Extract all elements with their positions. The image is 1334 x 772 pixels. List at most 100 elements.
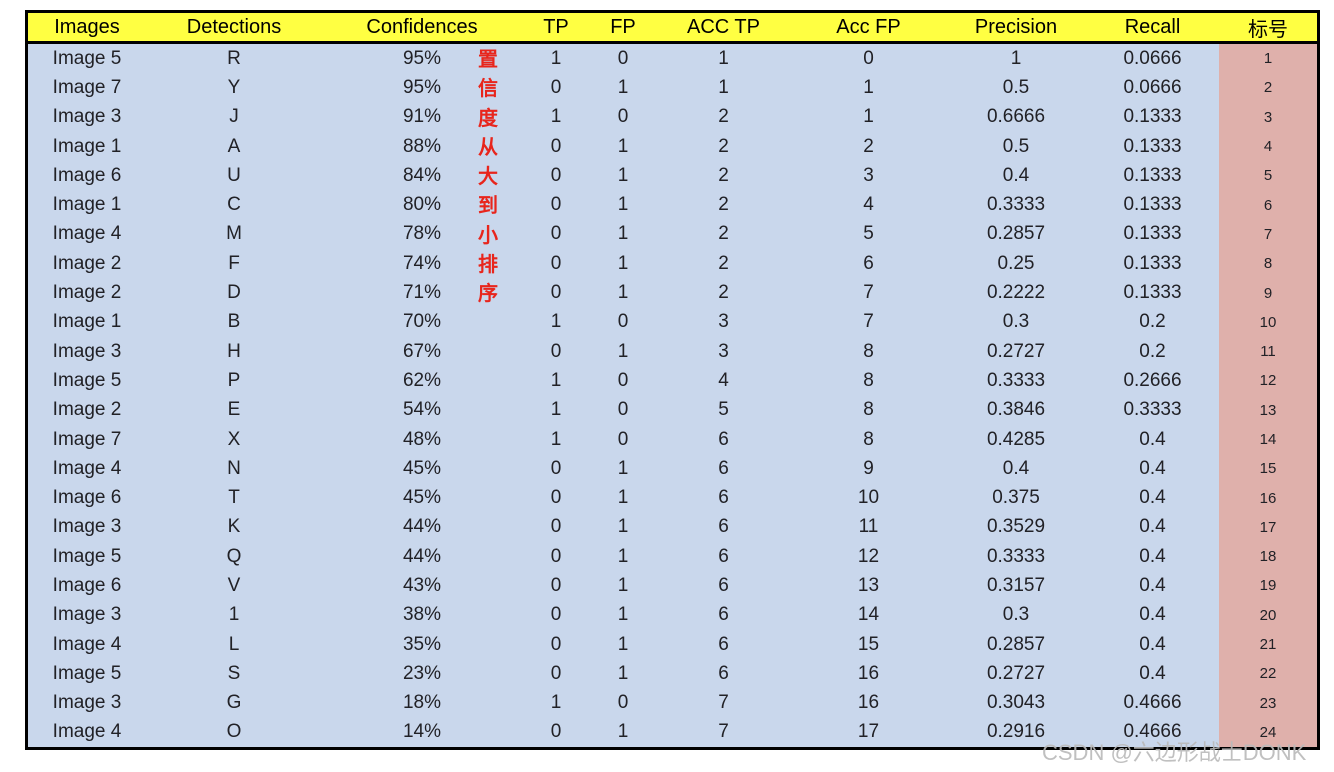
cell-tag-number: 14 <box>1219 424 1317 455</box>
cell-detections: E <box>227 399 241 421</box>
cell-tp: 0 <box>550 545 562 567</box>
cell-tp: 1 <box>550 311 562 333</box>
cell-fp: 0 <box>617 692 629 714</box>
cell-fp: 1 <box>617 516 629 538</box>
cell-fp: 1 <box>617 194 629 216</box>
cell-fp: 1 <box>617 252 629 274</box>
cell-precision: 0.5 <box>1002 135 1030 157</box>
cell-precision: 0.3157 <box>986 574 1046 596</box>
cell-tag-number: 8 <box>1219 249 1317 279</box>
table-row: Image 7 X 48% 1 0 6 8 0.4285 0.4 14 <box>28 424 1317 455</box>
cell-fp: 1 <box>617 487 629 509</box>
cell-precision: 0.375 <box>992 487 1040 509</box>
cell-confidences: 95% <box>402 47 442 69</box>
cell-images: Image 5 <box>52 47 122 69</box>
cell-tp: 1 <box>550 428 562 450</box>
cell-acc-tp: 5 <box>718 399 729 421</box>
cell-detections: N <box>227 457 241 479</box>
cell-tag-number: 11 <box>1219 336 1317 367</box>
cell-images: Image 5 <box>52 545 122 567</box>
cell-fp: 1 <box>617 340 629 362</box>
cell-images: Image 4 <box>52 721 122 743</box>
cell-detections: P <box>227 369 241 391</box>
cell-images: Image 7 <box>52 428 122 450</box>
cell-images: Image 2 <box>52 252 122 274</box>
cell-detections: Y <box>227 76 241 98</box>
cell-precision: 0.25 <box>997 252 1035 274</box>
cell-tp: 0 <box>550 76 562 98</box>
cell-detections: C <box>227 194 241 216</box>
cell-acc-tp: 6 <box>718 604 729 626</box>
cell-acc-fp: 15 <box>857 633 880 655</box>
cell-confidences: 67% <box>402 340 442 362</box>
cell-precision: 0.2857 <box>986 223 1046 245</box>
cell-acc-fp: 8 <box>863 340 874 362</box>
cell-recall: 0.1333 <box>1123 194 1182 216</box>
cell-detections: D <box>227 282 241 304</box>
cell-detections: Q <box>226 545 242 567</box>
table-row: Image 5 R 95% 1 0 1 0 1 0.0666 1 <box>28 44 1317 74</box>
cell-precision: 0.3333 <box>986 545 1046 567</box>
cell-fp: 1 <box>617 135 629 157</box>
cell-recall: 0.1333 <box>1123 282 1182 304</box>
cell-acc-tp: 7 <box>718 721 729 743</box>
column-header-tag-number: 标号 <box>1248 19 1288 41</box>
cell-images: Image 6 <box>52 487 122 509</box>
table-row: Image 6 U 84% 0 1 2 3 0.4 0.1333 5 <box>28 161 1317 191</box>
cell-fp: 1 <box>617 282 629 304</box>
column-header-acc-fp: Acc FP <box>836 16 901 38</box>
cell-acc-tp: 2 <box>718 135 729 157</box>
precision-recall-table: Images Detections Confidences TP FP ACC TP Acc… <box>25 10 1320 751</box>
cell-recall: 0.1333 <box>1123 164 1182 186</box>
cell-images: Image 3 <box>52 516 122 538</box>
cell-fp: 1 <box>617 633 629 655</box>
cell-acc-tp: 2 <box>718 106 729 128</box>
cell-acc-tp: 2 <box>718 194 729 216</box>
column-header-fp: FP <box>610 16 636 38</box>
cell-acc-tp: 4 <box>718 369 729 391</box>
cell-acc-fp: 7 <box>863 282 874 304</box>
cell-fp: 1 <box>617 721 629 743</box>
cell-recall: 0.4666 <box>1123 692 1182 714</box>
cell-images: Image 1 <box>52 135 122 157</box>
cell-recall: 0.4 <box>1139 487 1166 509</box>
cell-detections: G <box>226 692 242 714</box>
cell-confidences: 84% <box>402 164 442 186</box>
table-row: Image 4 L 35% 0 1 6 15 0.2857 0.4 21 <box>28 629 1317 660</box>
cell-tag-number: 16 <box>1219 483 1317 513</box>
cell-acc-tp: 7 <box>718 692 729 714</box>
column-header-images: Images <box>54 16 120 38</box>
cell-precision: 0.3333 <box>986 194 1046 216</box>
cell-fp: 1 <box>617 545 629 567</box>
cell-detections: L <box>228 633 240 655</box>
cell-images: Image 4 <box>52 457 122 479</box>
cell-recall: 0.0666 <box>1123 76 1182 98</box>
table-row: Image 5 P 62% 1 0 4 8 0.3333 0.2666 12 <box>28 366 1317 396</box>
cell-precision: 0.3 <box>1002 604 1030 626</box>
cell-detections: J <box>229 106 239 128</box>
cell-tag-number: 3 <box>1219 102 1317 132</box>
cell-acc-tp: 6 <box>718 457 729 479</box>
cell-tp: 0 <box>550 194 562 216</box>
cell-acc-fp: 16 <box>857 692 880 714</box>
cell-tag-number: 15 <box>1219 454 1317 484</box>
cell-images: Image 6 <box>52 574 122 596</box>
cell-detections: H <box>227 340 241 362</box>
cell-recall: 0.4 <box>1139 633 1166 655</box>
cell-recall: 0.4 <box>1139 662 1166 684</box>
cell-confidences: 88% <box>402 135 442 157</box>
cell-confidences: 44% <box>402 516 442 538</box>
cell-acc-tp: 6 <box>718 662 729 684</box>
cell-precision: 0.4285 <box>986 428 1046 450</box>
cell-recall: 0.3333 <box>1123 399 1182 421</box>
cell-tp: 0 <box>550 662 562 684</box>
cell-images: Image 1 <box>52 311 122 333</box>
cell-images: Image 4 <box>52 633 122 655</box>
cell-confidences: 23% <box>402 662 442 684</box>
cell-recall: 0.4 <box>1139 457 1166 479</box>
cell-precision: 1 <box>1010 47 1022 69</box>
table-row: Image 6 V 43% 0 1 6 13 0.3157 0.4 19 <box>28 571 1317 601</box>
cell-fp: 1 <box>617 223 629 245</box>
cell-precision: 0.2727 <box>986 340 1046 362</box>
table-row: Image 4 O 14% 0 1 7 17 0.2916 0.4666 24 <box>28 717 1317 748</box>
